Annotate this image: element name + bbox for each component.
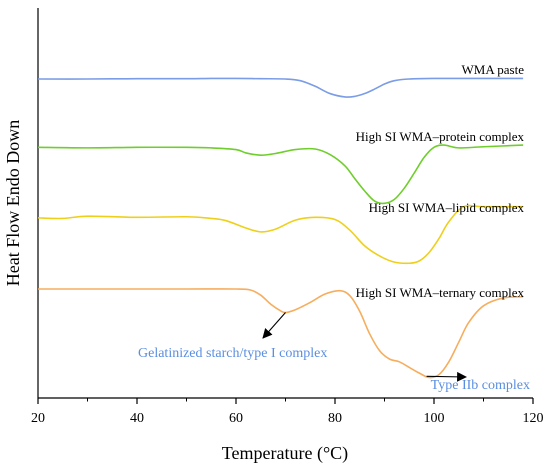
annotation-arrow [426,371,467,382]
plot-area [37,77,524,379]
annotation-label: Type IIb complex [431,378,530,393]
x-tick-label: 120 [523,411,544,426]
series-line [37,144,524,205]
y-axis-title: Heat Flow Endo Down [3,120,23,286]
series-label: High SI WMA–lipid complex [369,200,525,215]
x-tick-label: 100 [424,411,445,426]
annotation-arrow [262,312,286,339]
x-ticks: 20 40 60 80 100 120 [31,398,544,426]
series-label: High SI WMA–ternary complex [356,285,525,300]
x-axis-title: Temperature (°C) [222,443,348,464]
x-tick-label: 40 [130,411,144,426]
series-line [38,288,524,379]
series-labels: WMA paste High SI WMA–protein complex High… [356,62,525,300]
series-label: WMA paste [462,62,525,77]
annotation-label: Gelatinized starch/type I complex [138,346,327,361]
x-tick-label: 60 [229,411,243,426]
x-tick-label: 80 [328,411,342,426]
annotations: Gelatinized starch/type I complex Type II… [138,312,530,393]
series-line [37,77,524,98]
series-label: High SI WMA–protein complex [356,129,525,144]
series-line [37,204,524,265]
x-tick-label: 20 [31,411,45,426]
